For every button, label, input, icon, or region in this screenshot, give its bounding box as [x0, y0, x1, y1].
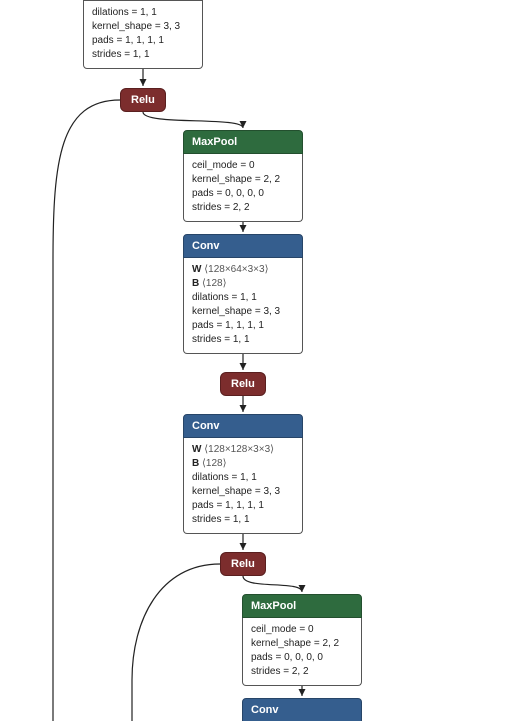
node-conv2[interactable]: Conv W ⟨128×128×3×3⟩ B ⟨128⟩ dilations =… — [183, 414, 303, 534]
attr-line: kernel_shape = 3, 3 — [192, 305, 294, 319]
attr-line: strides = 1, 1 — [92, 48, 194, 62]
attr-line: kernel_shape = 2, 2 — [251, 637, 353, 651]
node-relu0[interactable]: Relu — [120, 88, 166, 112]
attr-line: pads = 0, 0, 0, 0 — [251, 651, 353, 665]
attr-line: kernel_shape = 3, 3 — [192, 485, 294, 499]
attr-line: ceil_mode = 0 — [251, 623, 353, 637]
relu-label: Relu — [231, 378, 255, 390]
op-header: Conv — [242, 698, 362, 721]
node-relu1[interactable]: Relu — [220, 372, 266, 396]
attr-line: strides = 2, 2 — [251, 665, 353, 679]
attr-line: strides = 2, 2 — [192, 201, 294, 215]
node-maxpool1[interactable]: MaxPool ceil_mode = 0 kernel_shape = 2, … — [183, 130, 303, 222]
attr-line: pads = 1, 1, 1, 1 — [192, 319, 294, 333]
op-header: Conv — [183, 414, 303, 438]
attr-line: dilations = 1, 1 — [192, 471, 294, 485]
relu-label: Relu — [131, 94, 155, 106]
bias-line: B ⟨128⟩ — [192, 457, 294, 471]
attr-line: pads = 1, 1, 1, 1 — [92, 34, 194, 48]
node-relu2[interactable]: Relu — [220, 552, 266, 576]
op-header: MaxPool — [183, 130, 303, 154]
node-conv0[interactable]: dilations = 1, 1 kernel_shape = 3, 3 pad… — [83, 0, 203, 69]
weight-line: W ⟨128×128×3×3⟩ — [192, 443, 294, 457]
attr-line: strides = 1, 1 — [192, 513, 294, 527]
attr-line: dilations = 1, 1 — [92, 6, 194, 20]
attr-line: kernel_shape = 3, 3 — [92, 20, 194, 34]
attr-line: pads = 0, 0, 0, 0 — [192, 187, 294, 201]
node-conv1[interactable]: Conv W ⟨128×64×3×3⟩ B ⟨128⟩ dilations = … — [183, 234, 303, 354]
op-header: Conv — [183, 234, 303, 258]
attr-line: strides = 1, 1 — [192, 333, 294, 347]
op-header: MaxPool — [242, 594, 362, 618]
node-conv3[interactable]: Conv W ⟨256×128×3×3⟩ — [242, 698, 362, 721]
bias-line: B ⟨128⟩ — [192, 277, 294, 291]
attr-line: ceil_mode = 0 — [192, 159, 294, 173]
attr-line: kernel_shape = 2, 2 — [192, 173, 294, 187]
attr-line: pads = 1, 1, 1, 1 — [192, 499, 294, 513]
attr-line: dilations = 1, 1 — [192, 291, 294, 305]
weight-line: W ⟨128×64×3×3⟩ — [192, 263, 294, 277]
node-maxpool2[interactable]: MaxPool ceil_mode = 0 kernel_shape = 2, … — [242, 594, 362, 686]
relu-label: Relu — [231, 558, 255, 570]
